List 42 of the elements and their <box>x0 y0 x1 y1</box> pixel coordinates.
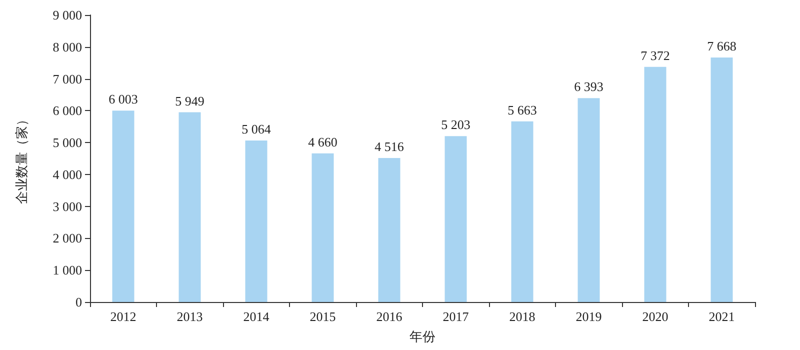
bar <box>644 66 666 302</box>
y-tick-label: 6 000 <box>52 103 82 118</box>
y-tick-label: 7 000 <box>52 71 82 86</box>
x-tick-label: 2013 <box>176 309 203 324</box>
y-tick-label: 2 000 <box>52 230 82 246</box>
y-tick-label: 9 000 <box>52 8 82 22</box>
data-label: 5 663 <box>508 102 537 118</box>
x-tick-label: 2015 <box>310 309 336 324</box>
y-tick-label: 0 <box>76 294 82 310</box>
x-tick-label: 2016 <box>376 309 403 324</box>
y-tick-label: 5 000 <box>52 135 82 150</box>
bar <box>710 57 733 302</box>
y-tick-label: 8 000 <box>52 39 82 54</box>
x-tick-label: 2019 <box>576 309 602 324</box>
data-label: 6 003 <box>108 92 138 107</box>
data-label: 4 516 <box>374 138 404 154</box>
data-label: 7 668 <box>707 38 736 54</box>
x-tick-label: 2018 <box>509 309 536 324</box>
x-tick-label: 2014 <box>243 309 270 324</box>
x-tick-label: 2021 <box>708 309 735 324</box>
bar <box>511 121 534 302</box>
data-label: 6 393 <box>574 79 604 94</box>
bar <box>578 98 600 302</box>
y-tick-label: 1 000 <box>52 262 82 278</box>
y-tick-label: 3 000 <box>52 198 82 214</box>
x-tick-label: 2017 <box>442 309 470 324</box>
bar <box>444 136 467 302</box>
y-axis-title: 企业数量（家） <box>14 113 29 204</box>
data-label: 5 949 <box>175 93 204 108</box>
x-tick-label: 2012 <box>110 309 136 324</box>
data-label: 5 203 <box>441 117 470 132</box>
bar <box>245 140 268 302</box>
x-axis-title: 年份 <box>410 329 436 344</box>
y-tick-label: 4 000 <box>52 166 82 182</box>
bar <box>178 112 201 302</box>
bar <box>312 153 334 302</box>
data-label: 4 660 <box>308 134 338 150</box>
x-tick-label: 2020 <box>642 309 668 324</box>
data-label: 7 372 <box>640 48 670 63</box>
data-label: 5 064 <box>242 122 272 137</box>
bar <box>378 158 400 302</box>
bar <box>112 110 134 302</box>
